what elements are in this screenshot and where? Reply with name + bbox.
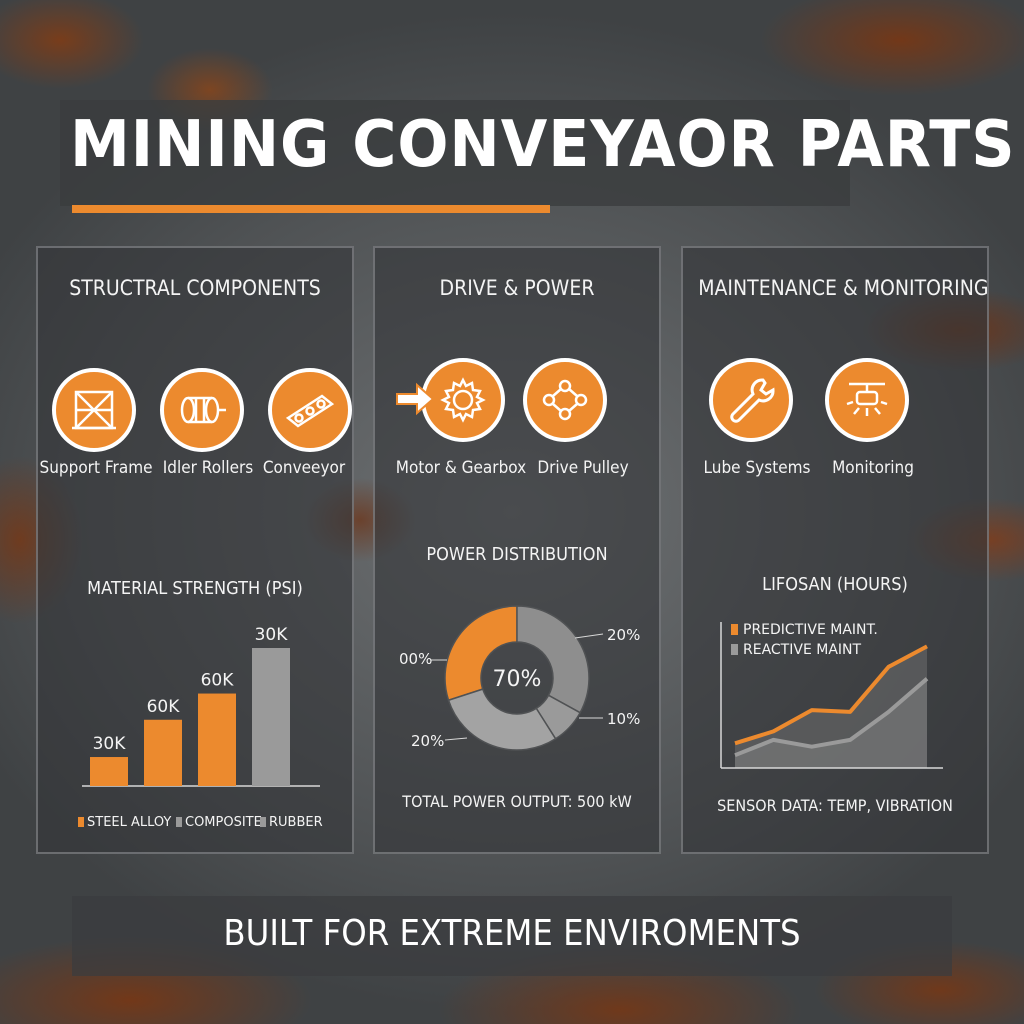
series-line xyxy=(734,677,929,758)
page-title: MINING CONVEYAOR PARTS xyxy=(70,108,1016,182)
icon-label-monitoring: Monitoring xyxy=(832,458,914,478)
lifespan-line-chart: PREDICTIVE MAINT. REACTIVE MAINT xyxy=(720,622,943,769)
line-chart-heading: LIFOSAN (HOURS) xyxy=(762,574,908,595)
material-strength-bar-chart: 30K 60K 60K 30K STEEL ALLOY COMPOSITE RUBBER xyxy=(78,625,323,830)
legend-label: RUBBER xyxy=(269,815,323,830)
footer-band xyxy=(72,896,952,976)
bar xyxy=(252,648,290,786)
donut-slice-label: 10% xyxy=(607,710,640,728)
bar xyxy=(90,757,128,786)
bar-data-label: 30K xyxy=(93,734,127,754)
wrench-icon xyxy=(709,358,793,442)
series-line xyxy=(734,644,928,746)
legend-label: PREDICTIVE MAINT. xyxy=(743,622,878,638)
donut-slice xyxy=(447,688,557,751)
legend-swatch xyxy=(176,817,182,827)
bar-data-label: 30K xyxy=(255,625,289,645)
arrow-right-icon xyxy=(396,382,435,416)
idler-rollers-icon xyxy=(160,368,244,452)
drive-power-panel: DRIVE & POWER Motor & Gearbox Drive Pull… xyxy=(373,246,661,854)
motor-gearbox-icon xyxy=(421,358,505,442)
bar-chart-heading: MATERIAL STRENGTH (PSI) xyxy=(87,578,303,599)
legend-swatch xyxy=(731,644,738,655)
legend-label: COMPOSITE xyxy=(185,815,262,830)
maintenance-monitoring-panel: MAINTENANCE & MONITORING Lube Systems Mo… xyxy=(681,246,989,854)
power-distribution-donut-chart: 70% 00% 20% 10% 20% xyxy=(399,605,640,751)
donut-slice-label: 20% xyxy=(411,732,444,750)
legend-swatch xyxy=(731,624,738,635)
conveyor-belt-icon xyxy=(268,368,352,452)
icon-label-drive-pulley: Drive Pulley xyxy=(537,458,629,478)
legend-swatch xyxy=(78,817,84,827)
donut-leader-line xyxy=(574,633,604,639)
donut-center-label: 70% xyxy=(493,667,542,692)
support-frame-icon xyxy=(52,368,136,452)
bar-data-label: 60K xyxy=(147,697,181,717)
sensor-monitoring-icon xyxy=(825,358,909,442)
sensor-data-note: SENSOR DATA: TEMP, VIBRATION xyxy=(717,796,953,815)
bar-data-label: 60K xyxy=(201,671,235,691)
icon-label-lube-systems: Lube Systems xyxy=(703,458,811,478)
structural-components-panel: STRUCTRAL COMPONENTS Support Frame Idler… xyxy=(36,246,354,854)
donut-slice xyxy=(516,605,590,714)
legend-label: STEEL ALLOY xyxy=(87,815,171,830)
icon-label-conveyor: Conveeyor xyxy=(262,458,346,478)
panel-heading-drive: DRIVE & POWER xyxy=(439,276,595,300)
drive-pulley-icon xyxy=(523,358,607,442)
footer-tagline: BUILT FOR EXTREME ENVIROMENTS xyxy=(223,913,801,954)
panel-heading-maintenance: MAINTENANCE & MONITORING xyxy=(698,276,989,300)
panel-heading-structural: STRUCTRAL COMPONENTS xyxy=(69,276,321,300)
icon-label-motor-gearbox: Motor & Gearbox xyxy=(395,458,527,478)
icon-label-idler-rollers: Idler Rollers xyxy=(162,458,254,478)
donut-leader-line xyxy=(444,737,468,741)
donut-slice-label: 00% xyxy=(399,650,432,668)
bar xyxy=(198,693,236,786)
legend-swatch xyxy=(260,817,266,827)
donut-chart-heading: POWER DISTRIBUTION xyxy=(426,544,608,565)
title-band xyxy=(60,100,850,206)
donut-slice xyxy=(444,605,518,702)
legend-label: REACTIVE MAINT xyxy=(743,642,861,658)
total-power-note: TOTAL POWER OUTPUT: 500 kW xyxy=(402,792,632,811)
predictive-area xyxy=(735,646,927,768)
donut-slice-label: 20% xyxy=(607,626,640,644)
icon-label-support-frame: Support Frame xyxy=(39,458,153,478)
bar xyxy=(144,719,182,786)
title-underline xyxy=(72,205,550,213)
reactive-area xyxy=(735,678,927,768)
